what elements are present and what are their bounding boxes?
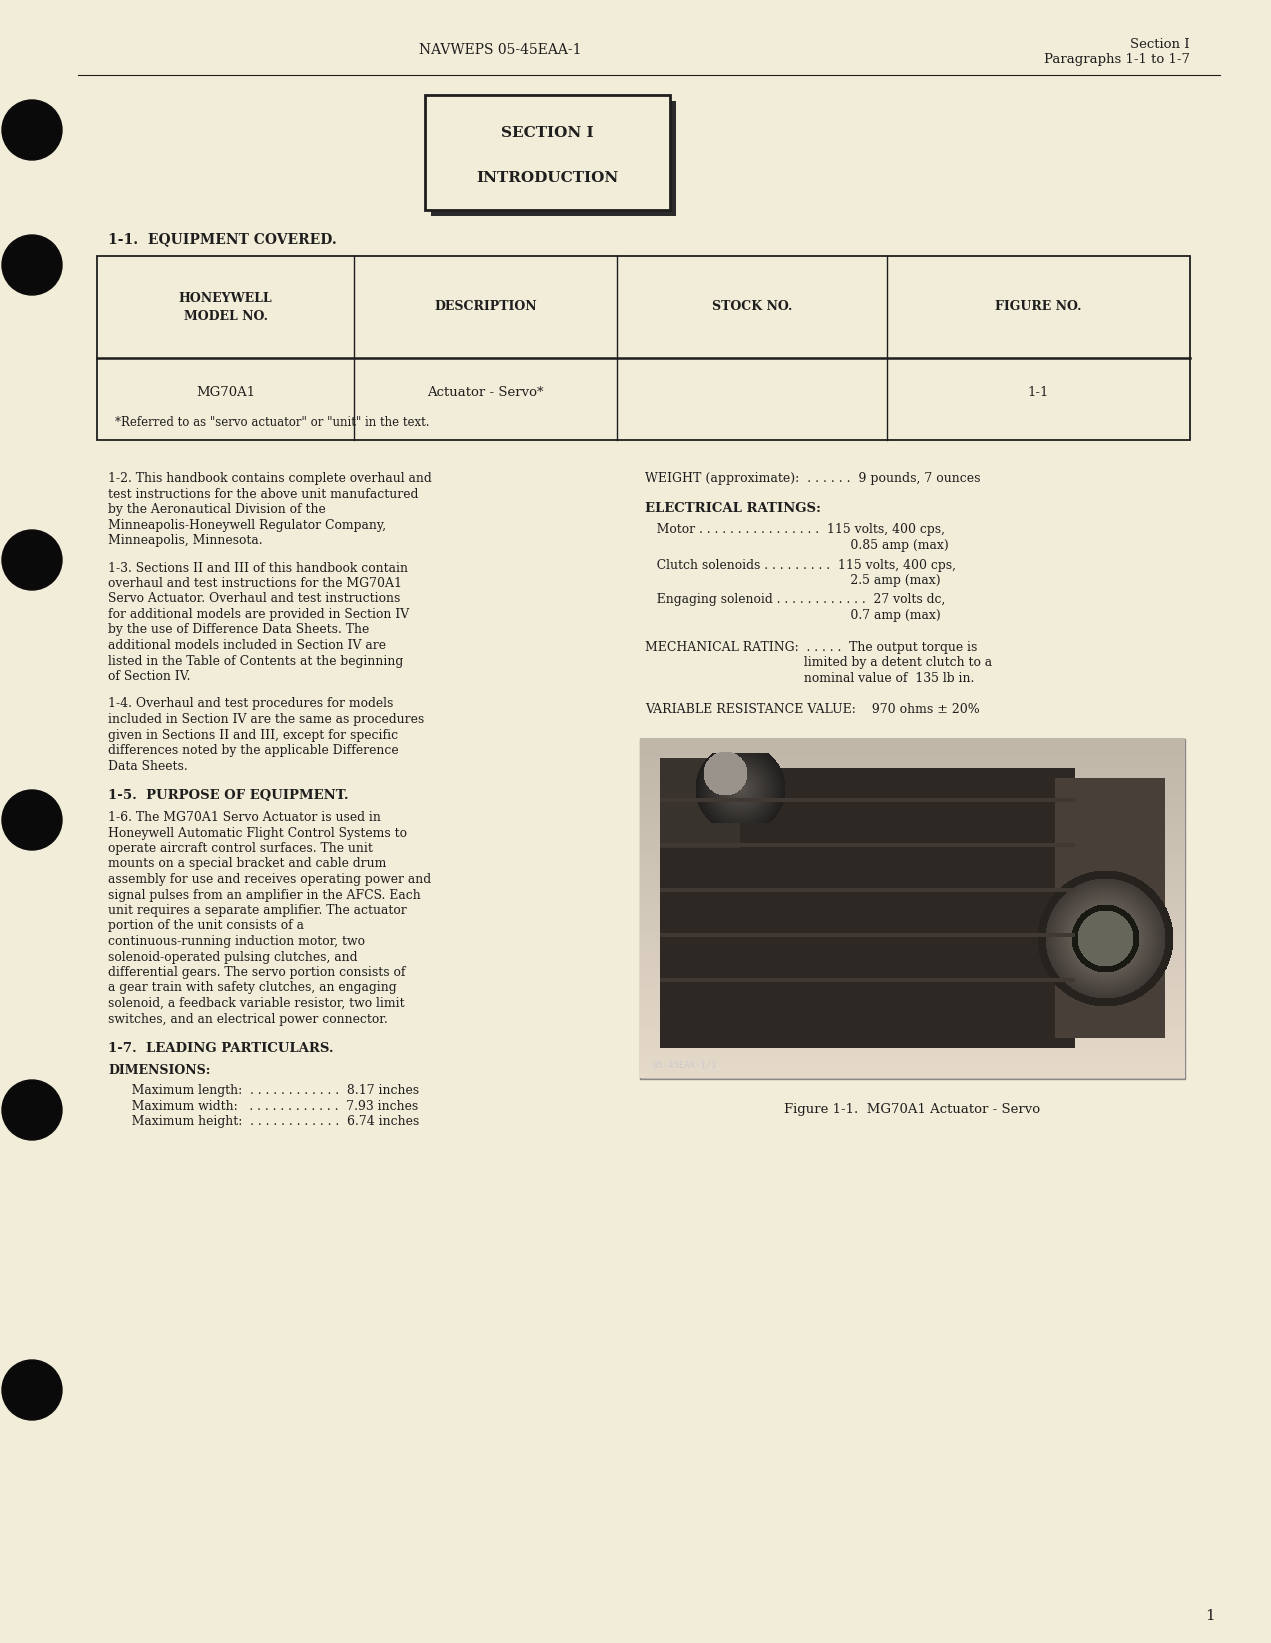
Text: differences noted by the applicable Difference: differences noted by the applicable Diff… [108,744,399,757]
Text: NAVWEPS 05-45EAA-1: NAVWEPS 05-45EAA-1 [418,43,581,58]
Text: 1: 1 [1205,1608,1215,1623]
Text: mounts on a special bracket and cable drum: mounts on a special bracket and cable dr… [108,858,386,871]
Text: listed in the Table of Contents at the beginning: listed in the Table of Contents at the b… [108,654,403,667]
Text: by the Aeronautical Division of the: by the Aeronautical Division of the [108,503,325,516]
Text: Maximum height:  . . . . . . . . . . . .  6.74 inches: Maximum height: . . . . . . . . . . . . … [119,1116,419,1129]
Text: limited by a detent clutch to a: limited by a detent clutch to a [644,656,993,669]
Circle shape [3,1360,62,1420]
Text: SECTION I: SECTION I [501,127,594,140]
Circle shape [3,1079,62,1140]
Text: a gear train with safety clutches, an engaging: a gear train with safety clutches, an en… [108,981,397,994]
Text: 1-1.  EQUIPMENT COVERED.: 1-1. EQUIPMENT COVERED. [108,232,337,246]
Text: overhaul and test instructions for the MG70A1: overhaul and test instructions for the M… [108,577,402,590]
Text: of Section IV.: of Section IV. [108,670,191,683]
Text: 1-7.  LEADING PARTICULARS.: 1-7. LEADING PARTICULARS. [108,1042,333,1055]
Text: 1-3. Sections II and III of this handbook contain: 1-3. Sections II and III of this handboo… [108,562,408,575]
Text: given in Sections II and III, except for specific: given in Sections II and III, except for… [108,728,398,741]
Text: DESCRIPTION: DESCRIPTION [435,301,536,314]
Circle shape [3,790,62,849]
Text: Section I: Section I [1130,38,1190,51]
Text: unit requires a separate amplifier. The actuator: unit requires a separate amplifier. The … [108,904,407,917]
Text: Actuator - Servo*: Actuator - Servo* [427,386,544,399]
Circle shape [3,100,62,159]
Text: operate aircraft control surfaces. The unit: operate aircraft control surfaces. The u… [108,841,372,854]
Text: INTRODUCTION: INTRODUCTION [477,171,619,186]
Bar [641,738,1185,1078]
Text: additional models included in Section IV are: additional models included in Section IV… [108,639,386,652]
Bar [97,256,1190,440]
Text: switches, and an electrical power connector.: switches, and an electrical power connec… [108,1012,388,1025]
Text: 1-6. The MG70A1 Servo Actuator is used in: 1-6. The MG70A1 Servo Actuator is used i… [108,812,381,825]
Circle shape [3,235,62,296]
Text: Minneapolis, Minnesota.: Minneapolis, Minnesota. [108,534,263,547]
Text: *Referred to as "servo actuator" or "unit" in the text.: *Referred to as "servo actuator" or "uni… [114,416,430,429]
Text: 1-4. Overhaul and test procedures for models: 1-4. Overhaul and test procedures for mo… [108,698,394,710]
Text: test instructions for the above unit manufactured: test instructions for the above unit man… [108,488,418,501]
Text: solenoid, a feedback variable resistor, two limit: solenoid, a feedback variable resistor, … [108,997,404,1010]
Text: 05-45EAA-1/1: 05-45EAA-1/1 [652,1060,717,1070]
Text: Maximum length:  . . . . . . . . . . . .  8.17 inches: Maximum length: . . . . . . . . . . . . … [119,1084,419,1098]
Text: DIMENSIONS:: DIMENSIONS: [108,1065,211,1078]
Text: Paragraphs 1-1 to 1-7: Paragraphs 1-1 to 1-7 [1043,54,1190,66]
Text: STOCK NO.: STOCK NO. [712,301,792,314]
Bar [431,100,676,215]
Text: for additional models are provided in Section IV: for additional models are provided in Se… [108,608,409,621]
Text: differential gears. The servo portion consists of: differential gears. The servo portion co… [108,966,405,979]
Text: Data Sheets.: Data Sheets. [108,759,188,772]
Text: assembly for use and receives operating power and: assembly for use and receives operating … [108,872,431,886]
Text: Motor . . . . . . . . . . . . . . . .  115 volts, 400 cps,: Motor . . . . . . . . . . . . . . . . 11… [644,524,946,537]
Text: Clutch solenoids . . . . . . . . .  115 volts, 400 cps,: Clutch solenoids . . . . . . . . . 115 v… [644,559,956,572]
Text: solenoid-operated pulsing clutches, and: solenoid-operated pulsing clutches, and [108,951,357,963]
Text: WEIGHT (approximate):  . . . . . .  9 pounds, 7 ounces: WEIGHT (approximate): . . . . . . 9 poun… [644,472,980,485]
Circle shape [3,531,62,590]
Bar [425,95,670,210]
Text: MECHANICAL RATING:  . . . . .  The output torque is: MECHANICAL RATING: . . . . . The output … [644,641,977,654]
Text: Engaging solenoid . . . . . . . . . . . .  27 volts dc,: Engaging solenoid . . . . . . . . . . . … [644,593,946,606]
Text: 1-5.  PURPOSE OF EQUIPMENT.: 1-5. PURPOSE OF EQUIPMENT. [108,789,348,802]
Text: HONEYWELL: HONEYWELL [179,291,272,304]
Text: 0.7 amp (max): 0.7 amp (max) [644,610,941,623]
Text: Minneapolis-Honeywell Regulator Company,: Minneapolis-Honeywell Regulator Company, [108,519,386,531]
Text: MG70A1: MG70A1 [196,386,255,399]
Text: signal pulses from an amplifier in the AFCS. Each: signal pulses from an amplifier in the A… [108,889,421,902]
Text: Maximum width:   . . . . . . . . . . . .  7.93 inches: Maximum width: . . . . . . . . . . . . 7… [119,1099,418,1112]
Text: Figure 1-1.  MG70A1 Actuator - Servo: Figure 1-1. MG70A1 Actuator - Servo [784,1102,1041,1116]
Text: ELECTRICAL RATINGS:: ELECTRICAL RATINGS: [644,501,821,514]
Text: Honeywell Automatic Flight Control Systems to: Honeywell Automatic Flight Control Syste… [108,826,407,840]
Text: 2.5 amp (max): 2.5 amp (max) [644,573,941,587]
Text: nominal value of  135 lb in.: nominal value of 135 lb in. [644,672,975,685]
Text: included in Section IV are the same as procedures: included in Section IV are the same as p… [108,713,425,726]
Text: 1-2. This handbook contains complete overhaul and: 1-2. This handbook contains complete ove… [108,472,432,485]
Text: 0.85 amp (max): 0.85 amp (max) [644,539,948,552]
Text: 1-1: 1-1 [1028,386,1049,399]
Text: VARIABLE RESISTANCE VALUE:    970 ohms ± 20%: VARIABLE RESISTANCE VALUE: 970 ohms ± 20… [644,703,980,716]
Text: FIGURE NO.: FIGURE NO. [995,301,1082,314]
Text: by the use of Difference Data Sheets. The: by the use of Difference Data Sheets. Th… [108,623,370,636]
Text: Servo Actuator. Overhaul and test instructions: Servo Actuator. Overhaul and test instru… [108,593,400,606]
Text: continuous-running induction motor, two: continuous-running induction motor, two [108,935,365,948]
Bar [97,256,1190,440]
Text: portion of the unit consists of a: portion of the unit consists of a [108,920,304,933]
Text: MODEL NO.: MODEL NO. [183,309,267,322]
